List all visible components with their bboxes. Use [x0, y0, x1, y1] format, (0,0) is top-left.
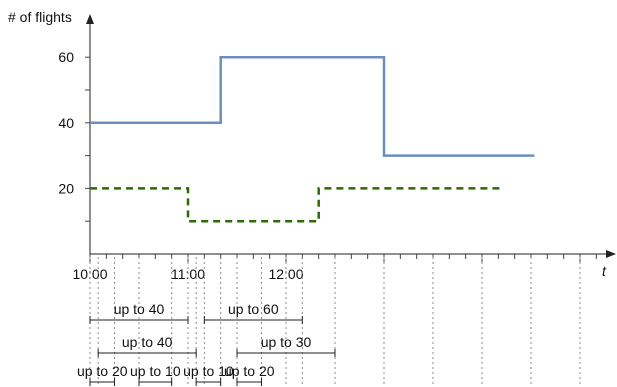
range-label: up to 10 — [130, 363, 181, 379]
series-line-1 — [90, 57, 534, 155]
x-tick-group: 10:00 11:00 12:00 — [72, 254, 596, 282]
y-tick-label: 40 — [58, 115, 74, 131]
y-tick-label: 20 — [58, 180, 74, 196]
series-group — [90, 57, 534, 221]
range-label: up to 20 — [77, 363, 128, 379]
y-tick-group: 20 40 60 — [58, 49, 90, 221]
range-label: up to 40 — [122, 334, 173, 350]
range-label: up to 40 — [114, 301, 165, 317]
y-axis-arrow — [86, 14, 94, 24]
y-axis-label: # of flights — [8, 9, 72, 25]
range-label: up to 30 — [261, 334, 312, 350]
series-line-2 — [90, 188, 502, 221]
x-axis-label: t — [602, 263, 607, 279]
range-label: up to 20 — [224, 363, 275, 379]
y-tick-label: 60 — [58, 49, 74, 65]
range-label: up to 60 — [228, 301, 279, 317]
x-axis-arrow — [606, 250, 616, 258]
range-group: up to 40 up to 60 up to 40 up to 30 up to 20… — [77, 301, 335, 386]
